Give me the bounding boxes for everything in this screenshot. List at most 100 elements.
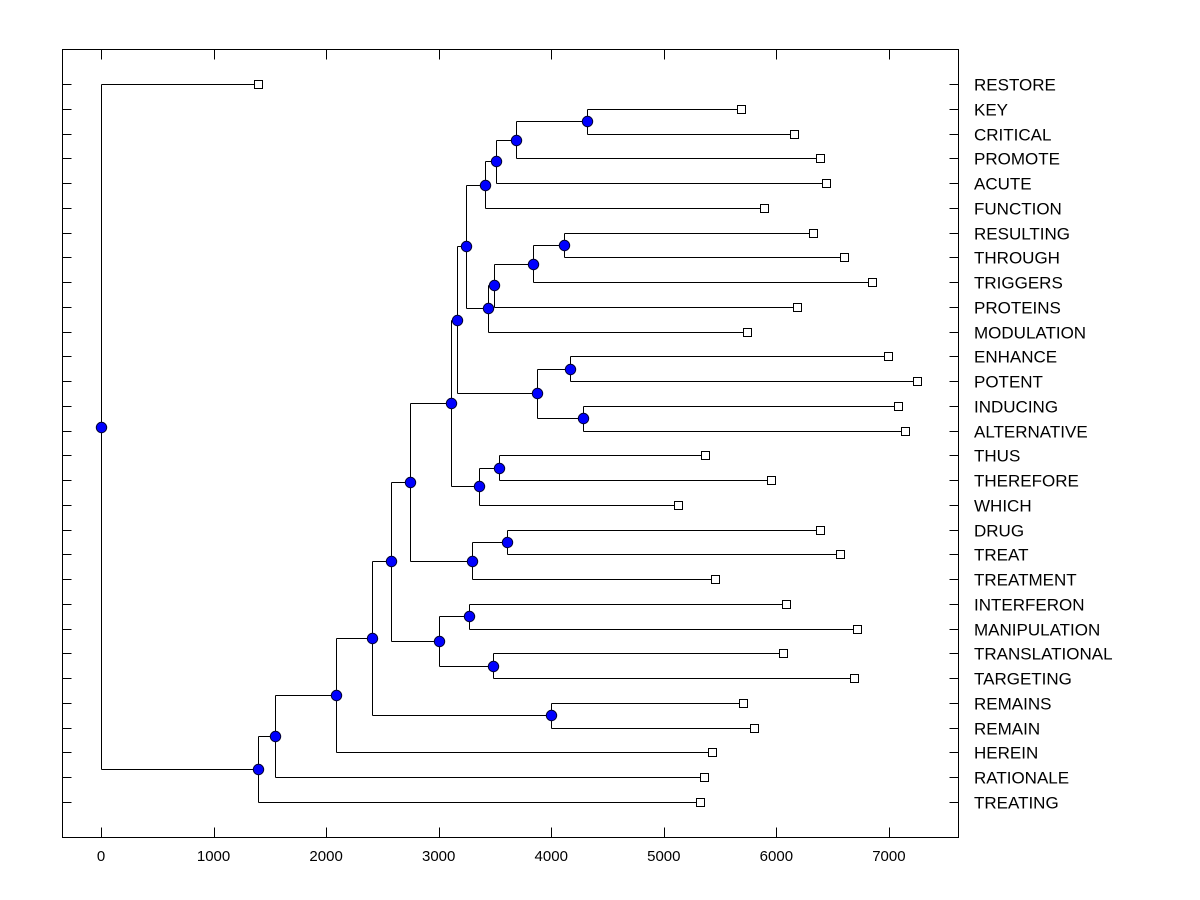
leaf-label-interferon: INTERFERON (974, 596, 1085, 615)
leaf-label-therefore: THEREFORE (974, 472, 1079, 491)
leaf-labels: RESTORE KEY CRITICAL PROMOTE ACUTE FUNCTION RE… (974, 76, 1113, 813)
leaf-label-promote: PROMOTE (974, 150, 1060, 169)
cluster-node-n28 (545, 709, 558, 722)
leaf-marker-herein (708, 748, 717, 757)
leaf-label-critical: CRITICAL (974, 126, 1051, 145)
cluster-node-n17 (558, 239, 571, 252)
leaf-marker-function (760, 204, 769, 213)
leaf-marker-interferon (782, 600, 791, 609)
leaf-label-translational: TRANSLATIONAL (974, 645, 1113, 664)
leaf-label-key: KEY (974, 101, 1008, 120)
leaf-label-restore: RESTORE (974, 76, 1056, 95)
cluster-node-n27 (487, 660, 500, 673)
x-tick-label: 4000 (535, 848, 568, 865)
leaf-marker-remains (739, 699, 748, 708)
leaf-label-which: WHICH (974, 497, 1032, 516)
x-tick-label: 2000 (309, 848, 342, 865)
cluster-node-n16 (527, 258, 540, 271)
cluster-node-n15 (488, 279, 501, 292)
x-tick-label: 3000 (422, 848, 455, 865)
cluster-node-n12 (510, 134, 523, 147)
leaf-label-drug: DRUG (974, 522, 1024, 541)
leaf-marker-treat (836, 550, 845, 559)
cluster-node-n10 (479, 179, 492, 192)
leaf-marker-restore (254, 80, 263, 89)
leaf-marker-modulation (743, 328, 752, 337)
leaf-marker-therefore (767, 476, 776, 485)
leaf-label-remains: REMAINS (974, 695, 1051, 714)
x-tick-label: 7000 (872, 848, 905, 865)
leaf-label-inducing: INDUCING (974, 398, 1058, 417)
leaf-label-manipulation: MANIPULATION (974, 621, 1100, 640)
leaf-label-proteins: PROTEINS (974, 299, 1061, 318)
leaf-marker-resulting (809, 229, 818, 238)
leaf-label-resulting: RESULTING (974, 225, 1070, 244)
leaf-marker-triggers (868, 278, 877, 287)
leaf-marker-acute (822, 179, 831, 188)
cluster-node-n26 (463, 610, 476, 623)
cluster-node-root (95, 421, 108, 434)
leaf-marker-enhance (884, 352, 893, 361)
leaf-marker-rationale (700, 773, 709, 782)
branches (101, 84, 918, 803)
cluster-node-n14 (482, 302, 495, 315)
leaf-label-enhance: ENHANCE (974, 348, 1057, 367)
leaf-label-treating: TREATING (974, 794, 1059, 813)
leaf-label-treat: TREAT (974, 546, 1028, 565)
leaf-marker-inducing (894, 402, 903, 411)
leaf-label-triggers: TRIGGERS (974, 274, 1063, 293)
cluster-node-n20 (577, 412, 590, 425)
leaf-marker-potent (913, 377, 922, 386)
leaf-marker-critical (790, 130, 799, 139)
leaf-label-modulation: MODULATION (974, 324, 1086, 343)
cluster-node-n4 (366, 632, 379, 645)
leaf-marker-proteins (793, 303, 802, 312)
leaf-label-through: THROUGH (974, 249, 1060, 268)
leaf-label-alternative: ALTERNATIVE (974, 423, 1088, 442)
cluster-node-n2 (269, 730, 282, 743)
x-tick-label: 1000 (197, 848, 230, 865)
cluster-node-n23 (466, 555, 479, 568)
leaf-label-herein: HEREIN (974, 744, 1038, 763)
cluster-node-n3 (330, 689, 343, 702)
x-tick-label: 5000 (647, 848, 680, 865)
cluster-node-n7 (445, 397, 458, 410)
cluster-node-n13 (581, 115, 594, 128)
leaf-marker-treatment (711, 575, 720, 584)
x-tick-label: 0 (97, 848, 105, 865)
leaf-marker-thus (701, 451, 710, 460)
cluster-node-n5 (385, 555, 398, 568)
cluster-node-n11 (490, 155, 503, 168)
cluster-node-n18 (531, 387, 544, 400)
leaf-label-targeting: TARGETING (974, 670, 1072, 689)
leaf-marker-treating (696, 798, 705, 807)
cluster-node-n24 (501, 536, 514, 549)
cluster-node-n22 (493, 462, 506, 475)
frame-ticks (62, 49, 959, 838)
leaf-marker-translational (779, 649, 788, 658)
internal-nodes (95, 115, 594, 776)
x-axis-tick-labels: 0 1000 2000 3000 4000 5000 6000 7000 (97, 848, 906, 865)
leaf-marker-which (674, 501, 683, 510)
cluster-node-n9 (460, 240, 473, 253)
leaf-label-potent: POTENT (974, 373, 1043, 392)
cluster-node-n1 (252, 763, 265, 776)
leaf-marker-targeting (850, 674, 859, 683)
leaf-label-remain: REMAIN (974, 720, 1040, 739)
cluster-node-n6 (404, 476, 417, 489)
cluster-node-n19 (564, 363, 577, 376)
leaf-label-treatment: TREATMENT (974, 571, 1077, 590)
leaf-label-acute: ACUTE (974, 175, 1032, 194)
leaf-marker-promote (816, 154, 825, 163)
leaf-label-thus: THUS (974, 447, 1020, 466)
leaf-label-function: FUNCTION (974, 200, 1062, 219)
leaf-marker-remain (750, 724, 759, 733)
leaf-markers (254, 80, 922, 807)
cluster-node-n25 (433, 635, 446, 648)
leaf-label-rationale: RATIONALE (974, 769, 1069, 788)
plot-frame (62, 49, 959, 838)
leaf-marker-through (840, 253, 849, 262)
leaf-marker-drug (816, 526, 825, 535)
x-tick-label: 6000 (760, 848, 793, 865)
